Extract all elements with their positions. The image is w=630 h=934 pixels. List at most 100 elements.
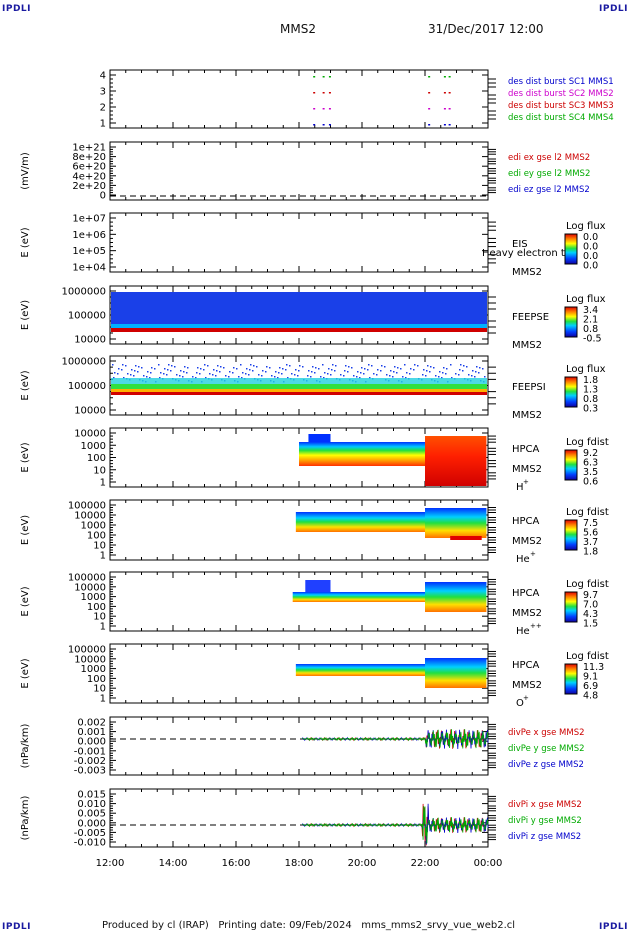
spectrogram-dot — [216, 370, 218, 372]
legend-label: edi ez gse l2 MMS2 — [508, 185, 590, 195]
spectrogram-dot — [160, 372, 162, 374]
y-tick-label: 3 — [100, 87, 106, 98]
footer-text: Produced by cl (IRAP) Printing date: 09/… — [102, 920, 516, 931]
spectrogram-dot — [459, 369, 461, 371]
spectrogram-dot — [445, 373, 447, 375]
spectrogram-dot — [154, 368, 156, 370]
spectrogram-dot — [475, 371, 477, 373]
legend-label: des dist burst SC1 MMS1 — [508, 77, 614, 87]
spectrogram-dot — [474, 376, 476, 378]
spectrogram-dot — [278, 372, 280, 374]
spectrogram-dot — [392, 376, 394, 378]
spectrogram-dot — [168, 364, 170, 366]
spectrogram-dot — [127, 373, 129, 375]
spectrogram-dot — [405, 377, 407, 379]
colorbar — [564, 376, 578, 408]
colorbar — [564, 591, 578, 623]
y-tick-label: 2e+20 — [72, 181, 106, 192]
colorbar-title: Log flux — [566, 221, 606, 232]
spectrogram-dot — [195, 377, 197, 379]
y-tick-label: 1 — [100, 551, 106, 562]
y-tick-label: 100000 — [68, 573, 106, 584]
colorbar-tick: 1.8 — [583, 547, 598, 558]
y-axis-label: E (eV) — [20, 658, 31, 688]
spectrogram-dot — [163, 373, 165, 375]
spectrogram-dot — [466, 366, 468, 368]
spectrogram-dot — [442, 372, 444, 374]
spectrogram-dot — [233, 367, 235, 369]
spectrogram-dot — [356, 376, 358, 378]
spectrogram-dot — [384, 366, 386, 368]
spectrogram-dot — [179, 375, 181, 377]
legend-label: des dist burst SC3 MMS3 — [508, 101, 614, 111]
colorbar-tick: 3.7 — [583, 537, 598, 548]
y-tick-label: 1e+06 — [72, 230, 106, 241]
series-line — [302, 806, 489, 844]
spectrogram-dot — [149, 377, 151, 379]
colorbar-tick: 3.5 — [583, 467, 598, 478]
spectrogram-dot — [409, 373, 411, 375]
spectrogram-dot — [159, 377, 161, 379]
spectrogram-dot — [310, 376, 312, 378]
spectrogram-dot — [334, 370, 336, 372]
spectrogram-dot — [414, 364, 416, 366]
colorbar-tick: 2.1 — [583, 315, 598, 326]
y-tick-label: 1000000 — [61, 357, 106, 368]
burst-mark — [313, 92, 316, 94]
spacecraft-label: MMS2 — [512, 536, 542, 547]
y-tick-label: 10000 — [74, 582, 106, 593]
spectrogram-dot — [450, 364, 452, 366]
y-tick-label: -0.002 — [74, 756, 106, 767]
spectrogram-dot — [204, 364, 206, 366]
spectrogram-dot — [117, 373, 119, 375]
corner-tl: IPDLI — [2, 4, 31, 14]
spacecraft-label: MMS2 — [512, 464, 542, 475]
spectrogram-dot — [215, 375, 217, 377]
spectrogram-dot — [393, 371, 395, 373]
panel-frame — [109, 69, 489, 129]
spectrogram-dot — [121, 369, 123, 371]
spectrogram-dot — [249, 369, 251, 371]
species-label: He — [516, 626, 530, 637]
spectrogram-dot — [331, 369, 333, 371]
spectrogram-dot — [146, 376, 148, 378]
date-title: 31/Dec/2017 12:00 — [428, 22, 544, 36]
legend-label: divPi y gse MMS2 — [508, 816, 582, 826]
spectrogram-block — [425, 436, 487, 486]
spectrogram-dot — [315, 367, 317, 369]
spectrogram-dot — [196, 372, 198, 374]
spectrogram-dot — [143, 375, 145, 377]
spacecraft-label: MMS2 — [512, 267, 542, 278]
spectrogram-dot — [345, 365, 347, 367]
burst-mark — [313, 76, 316, 78]
spectrogram-dot — [330, 374, 332, 376]
spectrogram-dot — [328, 368, 330, 370]
legend-label: divPe x gse MMS2 — [508, 728, 585, 738]
burst-mark — [448, 124, 451, 126]
burst-mark — [328, 124, 331, 126]
spectrogram-dot — [443, 367, 445, 369]
y-tick-label: 1e+21 — [72, 143, 106, 154]
spacecraft-label: MMS2 — [512, 340, 542, 351]
colorbar-title: Log fdist — [566, 437, 609, 448]
burst-mark — [443, 92, 446, 94]
spectrogram-dot — [357, 371, 359, 373]
spectrogram-dot — [451, 377, 453, 379]
spectrogram-dot — [241, 377, 243, 379]
x-tick-label: 16:00 — [222, 858, 251, 869]
colorbar-tick: 0.0 — [583, 242, 598, 253]
burst-mark — [328, 92, 331, 94]
species-label: H — [516, 482, 524, 493]
spectrogram-dot — [220, 366, 222, 368]
spectrogram-dot — [479, 367, 481, 369]
spectrogram-dot — [176, 374, 178, 376]
spectrogram-dot — [343, 375, 345, 377]
legend-label: des dist burst SC2 MMS2 — [508, 89, 614, 99]
spectrogram-dot — [423, 369, 425, 371]
colorbar-tick: 1.8 — [583, 375, 598, 386]
spectrogram-dot — [261, 375, 263, 377]
colorbar-tick: 3.4 — [583, 305, 598, 316]
colorbar-title: Log flux — [566, 364, 606, 375]
y-axis-label: (nPa/km) — [20, 724, 31, 769]
